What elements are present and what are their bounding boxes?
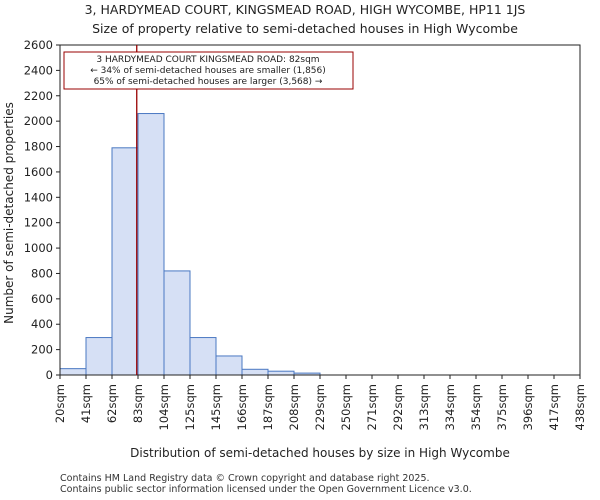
x-tick-label: 145sqm [209,384,223,430]
x-tick-label: 41sqm [79,384,93,423]
histogram-bar [111,147,139,376]
x-tick-label: 292sqm [391,384,405,430]
y-tick-label: 1200 [24,216,53,230]
y-tick-label: 0 [46,368,53,382]
annotation-box: 3 HARDYMEAD COURT KINGSMEAD ROAD: 82sqm … [63,51,354,90]
y-tick-label: 2400 [24,63,53,77]
x-tick-label: 313sqm [417,384,431,430]
x-tick-label: 62sqm [105,384,119,423]
annotation-line-1: 3 HARDYMEAD COURT KINGSMEAD ROAD: 82sqm [96,55,319,65]
histogram-bar [189,337,217,376]
x-axis-label: Distribution of semi-detached houses by … [130,446,510,460]
histogram-bar [215,355,243,376]
y-tick-label: 2000 [24,114,53,128]
y-axis: 0 200 400 600 800 1000 1200 1400 1600 1800 2000 220… [24,38,60,382]
y-tick-label: 1400 [24,190,53,204]
annotation-line-2: ← 34% of semi-detached houses are smalle… [90,66,326,76]
x-tick-label: 208sqm [287,384,301,430]
y-tick-label: 400 [31,317,53,331]
x-tick-label: 229sqm [313,384,327,430]
y-tick-label: 600 [31,292,53,306]
y-tick-label: 800 [31,266,53,280]
x-tick-label: 271sqm [365,384,379,430]
x-tick-label: 250sqm [339,384,353,430]
annotation-line-3: 65% of semi-detached houses are larger (… [94,77,323,87]
x-tick-label: 334sqm [443,384,457,430]
y-tick-label: 2200 [24,89,53,103]
y-tick-label: 1600 [24,165,53,179]
y-tick-label: 1800 [24,140,53,154]
histogram-bar [241,368,269,376]
y-tick-label: 1000 [24,241,53,255]
histogram-bar [85,337,113,376]
x-tick-label: 417sqm [547,384,561,430]
footer-licence: Contains public sector information licen… [60,484,472,495]
histogram-bar [267,370,295,376]
histogram-bar [137,113,165,376]
footer-copyright: Contains HM Land Registry data © Crown c… [60,473,430,484]
x-tick-label: 83sqm [131,384,145,423]
y-tick-label: 2600 [24,38,53,52]
x-tick-label: 438sqm [573,384,587,430]
plot-frame [59,44,581,376]
histogram-bar [163,270,191,376]
chart-title: 3, HARDYMEAD COURT, KINGSMEAD ROAD, HIGH… [85,2,526,17]
x-tick-label: 166sqm [235,384,249,430]
x-tick-label: 104sqm [157,384,171,430]
x-tick-label: 125sqm [183,384,197,430]
x-tick-label: 396sqm [521,384,535,430]
y-axis-label: Number of semi-detached properties [2,102,16,324]
x-axis: 20sqm 41sqm 62sqm 83sqm 104sqm 125sqm 145sqm 16… [53,375,587,430]
histogram-bar [59,368,87,376]
x-tick-label: 375sqm [495,384,509,430]
y-tick-label: 200 [31,343,53,357]
chart-subtitle: Size of property relative to semi-detach… [92,21,518,36]
x-tick-label: 20sqm [53,384,67,423]
bars [59,113,321,376]
x-tick-label: 187sqm [261,384,275,430]
x-tick-label: 354sqm [469,384,483,430]
